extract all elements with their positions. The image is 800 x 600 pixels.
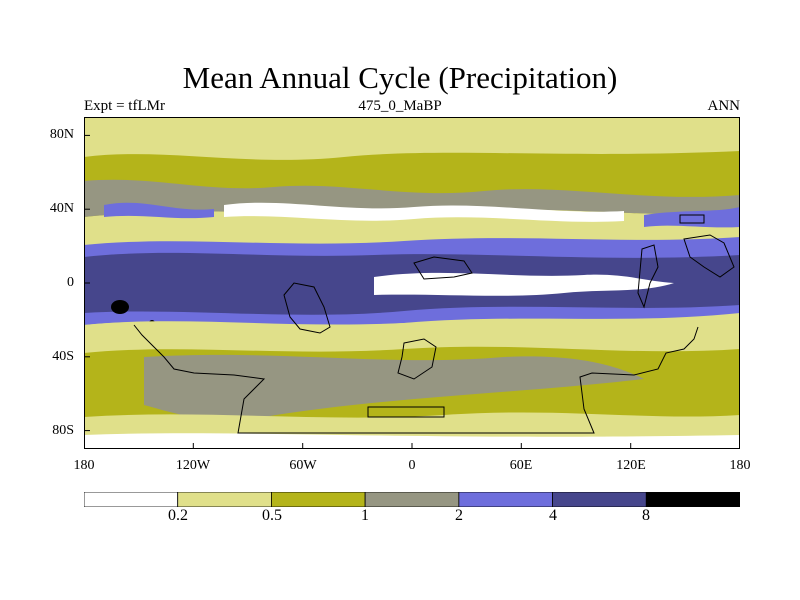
colorbar-label-1: 1 bbox=[361, 507, 369, 524]
colorbar-label-2: 2 bbox=[455, 507, 463, 524]
figure-title: Mean Annual Cycle (Precipitation) bbox=[182, 60, 618, 95]
colorbar-swatch-1 bbox=[177, 492, 272, 507]
coastline-landmass-a bbox=[283, 282, 331, 334]
colorbar-label-8: 8 bbox=[642, 507, 650, 524]
coastline-landmass-b bbox=[413, 256, 473, 280]
coastline-landmass-e bbox=[637, 244, 659, 309]
x-tick-120w: 120W bbox=[175, 458, 211, 473]
coastline-south bbox=[133, 324, 699, 434]
coastline-landmass-c bbox=[397, 338, 437, 380]
plot-frame bbox=[84, 117, 740, 449]
precip-bands bbox=[84, 117, 740, 449]
x-tick-60w: 60W bbox=[289, 458, 317, 473]
x-tick-120e: 120E bbox=[616, 458, 646, 473]
x-tick-60e: 60E bbox=[509, 458, 533, 473]
band-sh-grey bbox=[144, 354, 644, 421]
precipitation-map bbox=[84, 117, 740, 449]
colorbar-swatch-2 bbox=[271, 492, 366, 507]
colorbar-swatch-3 bbox=[364, 492, 460, 507]
period-label: 475_0_MaBP bbox=[358, 98, 442, 114]
y-tick-80s: 80S bbox=[52, 423, 74, 438]
x-tick-0: 0 bbox=[408, 458, 416, 473]
colorbar-swatch-6 bbox=[645, 492, 740, 507]
colorbar-label-0-5: 0.5 bbox=[262, 507, 282, 524]
experiment-label: Expt = tfLMr bbox=[84, 98, 165, 114]
x-tick-180-west: 180 bbox=[73, 458, 95, 473]
band-polar-dry bbox=[84, 433, 740, 449]
colorbar-swatch-5 bbox=[552, 492, 647, 507]
colorbar-label-0-2: 0.2 bbox=[168, 507, 188, 524]
coastline-landmass-f bbox=[683, 234, 735, 278]
band-nh-dry bbox=[224, 202, 624, 222]
colorbar-swatch-4 bbox=[458, 492, 553, 507]
y-tick-80n: 80N bbox=[49, 127, 74, 142]
x-tick-180-east: 180 bbox=[729, 458, 751, 473]
colorbar bbox=[84, 492, 740, 507]
colorbar-swatch-0 bbox=[84, 492, 179, 507]
y-tick-0: 0 bbox=[67, 275, 74, 290]
coastline-landmass-g bbox=[679, 214, 705, 224]
continent-outlines bbox=[133, 214, 735, 434]
coastline-landmass-d bbox=[367, 406, 445, 418]
precip-max-spot bbox=[111, 300, 129, 314]
x-ticks bbox=[84, 443, 740, 449]
colorbar-label-4: 4 bbox=[549, 507, 557, 524]
y-ticks bbox=[84, 134, 90, 432]
season-label: ANN bbox=[707, 98, 741, 114]
band-eq-dry bbox=[374, 272, 674, 296]
y-tick-40n: 40N bbox=[49, 201, 74, 216]
y-tick-40s: 40S bbox=[52, 349, 74, 364]
